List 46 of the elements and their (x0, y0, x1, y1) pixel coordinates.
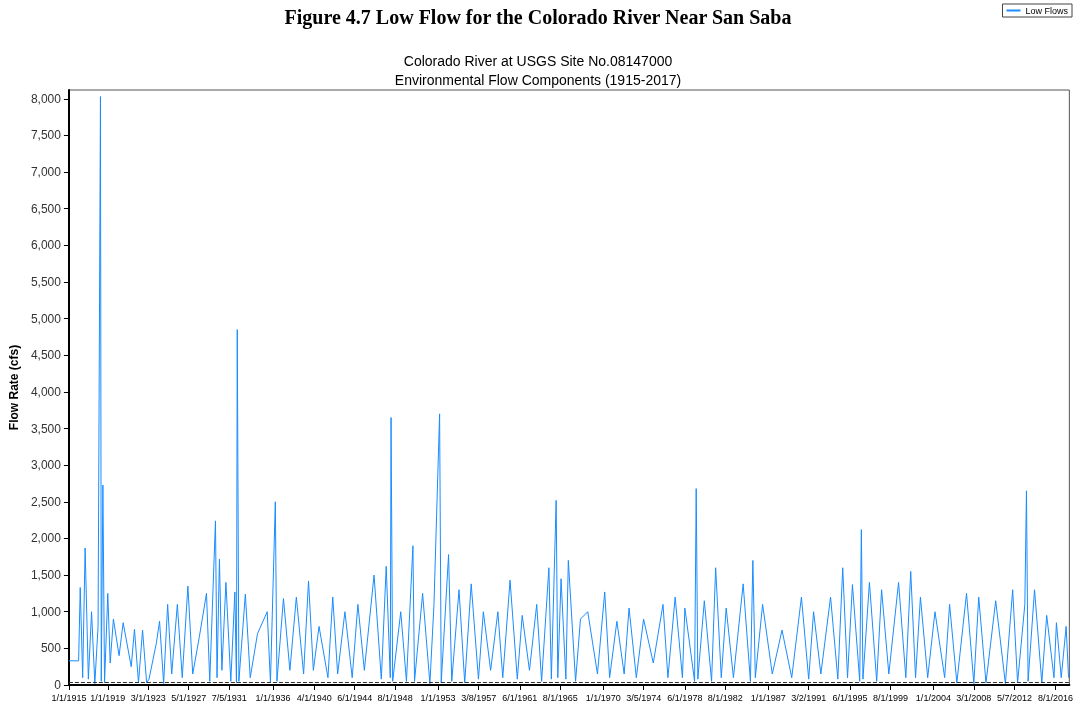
x-tick-label: 8/1/1999 (872, 692, 908, 703)
y-tick-label: 7,500 (30, 128, 62, 143)
y-tick-label: 6,000 (30, 238, 62, 253)
x-tick-label: 7/5/1931 (211, 692, 247, 703)
x-tick-label: 6/1/1944 (337, 692, 373, 703)
x-tick-label: 1/1/1936 (255, 692, 291, 703)
x-tick-label: 3/1/1923 (130, 692, 166, 703)
y-tick-label: 8,000 (30, 91, 62, 106)
x-tick-label: 5/7/2012 (996, 692, 1032, 703)
y-tick-label: 500 (40, 641, 62, 656)
y-tick-label: 4,000 (30, 384, 62, 399)
chart-subtitle: Colorado River at USGS Site No.08147000 Environmental Flow Components (1915-2017) (394, 52, 682, 88)
y-tick-label: 1,000 (30, 604, 62, 619)
x-tick-label: 6/1/1961 (502, 692, 538, 703)
x-tick-label: 8/1/1965 (542, 692, 578, 703)
x-tick-label: 3/1/2008 (956, 692, 992, 703)
chart-title: Figure 4.7 Low Flow for the Colorado River Near San Saba (284, 6, 792, 29)
y-tick-label: 3,000 (30, 458, 62, 473)
x-tick-label: 5/1/1927 (171, 692, 207, 703)
x-tick-label: 1/1/1987 (750, 692, 786, 703)
x-tick-label: 6/1/1978 (667, 692, 703, 703)
x-tick-label: 3/8/1957 (461, 692, 497, 703)
y-tick-label: 2,000 (30, 531, 62, 546)
x-tick-label: 1/1/1970 (585, 692, 621, 703)
y-tick-label: 0 (54, 678, 62, 692)
legend-label: Low Flows (1025, 5, 1069, 16)
x-tick-label: 3/2/1991 (791, 692, 827, 703)
x-tick-label: 8/1/2016 (1038, 692, 1074, 703)
x-tick-label: 1/1/1915 (51, 692, 87, 703)
x-tick-label: 3/5/1974 (626, 692, 662, 703)
x-tick-label: 8/1/1982 (707, 692, 743, 703)
x-tick-label: 6/1/1995 (832, 692, 868, 703)
x-tick-label: 1/1/1953 (420, 692, 456, 703)
y-tick-label: 5,500 (30, 274, 62, 289)
y-tick-label: 1,500 (30, 568, 62, 583)
y-tick-label: 6,500 (30, 201, 62, 216)
y-tick-label: 2,500 (30, 494, 62, 509)
x-tick-label: 8/1/1948 (377, 692, 413, 703)
x-tick-label: 4/1/1940 (296, 692, 332, 703)
y-axis-title: Flow Rate (cfs) (7, 344, 21, 431)
x-tick-label: 1/1/2004 (915, 692, 951, 703)
y-tick-label: 3,500 (30, 421, 62, 436)
y-tick-label: 7,000 (30, 165, 62, 180)
y-tick-label: 4,500 (30, 348, 62, 363)
x-tick-label: 1/1/1919 (90, 692, 126, 703)
y-tick-label: 5,000 (30, 311, 62, 326)
